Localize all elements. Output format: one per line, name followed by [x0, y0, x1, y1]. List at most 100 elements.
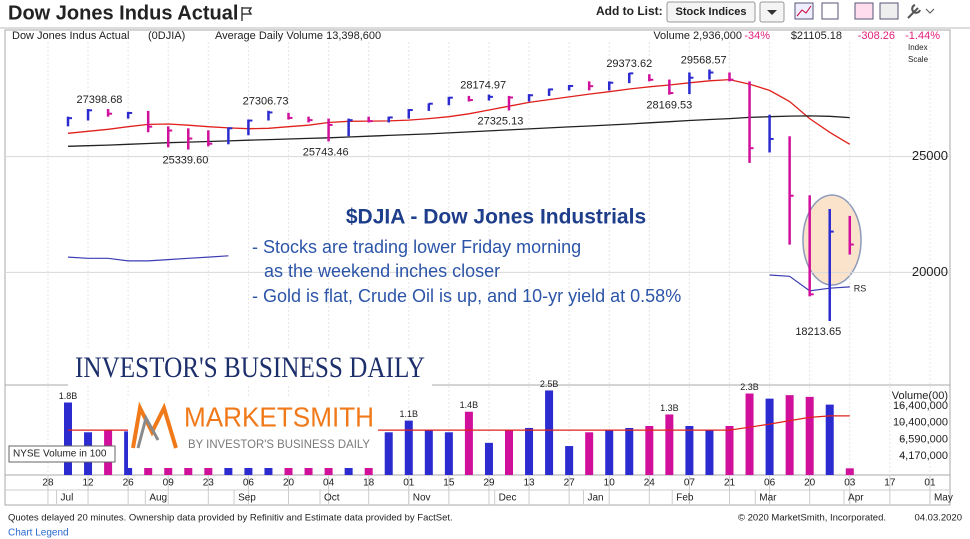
info-avg-volume: Average Daily Volume 13,398,600: [215, 30, 381, 42]
info-volume-change: -34%: [744, 30, 770, 42]
y-tick-label: 25000: [912, 148, 948, 163]
price-annotation: 27306.73: [243, 96, 289, 108]
volume-tick-label: 10,400,000: [893, 417, 948, 429]
volume-bar: [645, 425, 654, 475]
overlay-layer: $DJIA - Dow Jones Industrials - Stocks a…: [8, 206, 681, 468]
dropdown-arrow: [767, 10, 777, 15]
info-change: -308.26: [858, 30, 895, 42]
volume-bar: [805, 396, 814, 475]
flag-icon[interactable]: [241, 7, 253, 21]
info-price: $21105.18: [791, 30, 842, 42]
ibd-logo: INVESTOR'S BUSINESS DAILY: [75, 351, 425, 384]
volume-bar: [745, 393, 754, 475]
settings-icon[interactable]: [907, 4, 921, 19]
volume-bar: [565, 446, 574, 475]
highlight-ellipse: [802, 194, 862, 286]
x-tick-label: 01: [403, 478, 415, 489]
volume-bar: [765, 398, 774, 475]
volume-bar: [605, 430, 614, 475]
volume-bar: [825, 404, 834, 475]
print-icon[interactable]: [879, 2, 899, 20]
x-tick-label: 29: [483, 478, 495, 489]
add-to-list-label: Add to List:: [596, 4, 663, 18]
x-tick-label: 20: [283, 478, 295, 489]
month-label: Oct: [324, 493, 340, 504]
chart-icon-line: [796, 5, 812, 17]
price-annotation: 25743.46: [303, 146, 349, 158]
price-annotation: 27398.68: [77, 94, 123, 106]
month-label: Dec: [499, 493, 517, 504]
rs-label: RS: [854, 283, 867, 293]
settings-arrow[interactable]: [925, 8, 935, 14]
x-tick-label: 03: [844, 478, 856, 489]
volume-bar: [464, 411, 473, 475]
volume-label: 2.5B: [540, 379, 559, 389]
ibd-logo-bg: [68, 350, 432, 386]
price-annotation: 25339.60: [162, 155, 208, 167]
x-tick-label: 13: [523, 478, 535, 489]
volume-bar: [725, 425, 734, 475]
volume-label: 1.1B: [400, 409, 419, 419]
volume-bar: [525, 427, 534, 475]
x-tick-label: 06: [764, 478, 776, 489]
info-symbol: (0DJIA): [148, 30, 185, 42]
toolbar-icons: [794, 2, 935, 20]
nyse-note: NYSE Volume in 100: [13, 449, 107, 460]
month-label: Feb: [676, 493, 694, 504]
list-button[interactable]: [666, 1, 756, 23]
info-name: Dow Jones Indus Actual: [12, 30, 129, 42]
marketsmith-tagline: BY INVESTOR'S BUSINESS DAILY: [188, 437, 370, 451]
price-annotation: 27325.13: [477, 115, 523, 127]
volume-bar: [585, 432, 594, 475]
month-label: Nov: [413, 493, 431, 504]
price-annotation: 28169.53: [646, 100, 692, 112]
volume-tick-label: 4,170,000: [899, 450, 948, 462]
volume-bar: [384, 432, 393, 475]
price-annotation: 28174.97: [460, 79, 506, 91]
x-tick-label: 09: [163, 478, 175, 489]
footer-disclaimer: Quotes delayed 20 minutes. Ownership dat…: [8, 513, 453, 524]
compare-icon[interactable]: [854, 2, 874, 20]
chart-legend-link[interactable]: Chart Legend: [8, 528, 69, 539]
volume-tick-label: 16,400,000: [893, 400, 948, 412]
bullet: - Stocks are trading lower Friday mornin…: [252, 237, 581, 257]
scale-label: Index: [908, 43, 928, 52]
x-tick-label: 01: [924, 478, 936, 489]
x-tick-label: 24: [644, 478, 656, 489]
x-tick-label: 06: [243, 478, 255, 489]
month-label: Jul: [61, 493, 74, 504]
volume-label: 1.3B: [660, 403, 679, 413]
moving-average-line: [67, 115, 850, 147]
x-tick-label: 10: [604, 478, 616, 489]
volume-bar: [484, 442, 493, 475]
x-tick-label: 21: [724, 478, 736, 489]
x-tick-label: 07: [684, 478, 696, 489]
bullet: as the weekend inches closer: [264, 261, 500, 281]
volume-bar: [545, 390, 554, 475]
month-label: Sep: [238, 493, 256, 504]
bullet: - Gold is flat, Crude Oil is up, and 10-…: [252, 286, 681, 306]
x-tick-label: 28: [42, 478, 54, 489]
volume-bar: [685, 425, 694, 475]
nyse-note-box: [8, 445, 116, 463]
month-label: Jan: [587, 493, 603, 504]
volume-title: Volume(00): [892, 390, 948, 402]
month-label: Mar: [759, 493, 777, 504]
x-tick-label: 20: [804, 478, 816, 489]
volume-bar: [64, 402, 72, 475]
info-change-pct: -1.44%: [905, 30, 940, 42]
x-tick-label: 23: [203, 478, 215, 489]
volume-bar: [444, 432, 453, 475]
x-tick-label: 26: [123, 478, 135, 489]
volume-bar: [505, 430, 513, 475]
marketsmith-icon: [136, 413, 160, 449]
volume-label: 1.8B: [59, 391, 78, 401]
x-tick-label: 15: [443, 478, 455, 489]
grid-icon[interactable]: [821, 2, 839, 20]
volume-tick-label: 6,590,000: [899, 433, 948, 445]
month-label: Aug: [149, 493, 167, 504]
volume-bar: [785, 395, 794, 475]
month-label: Apr: [848, 493, 864, 504]
